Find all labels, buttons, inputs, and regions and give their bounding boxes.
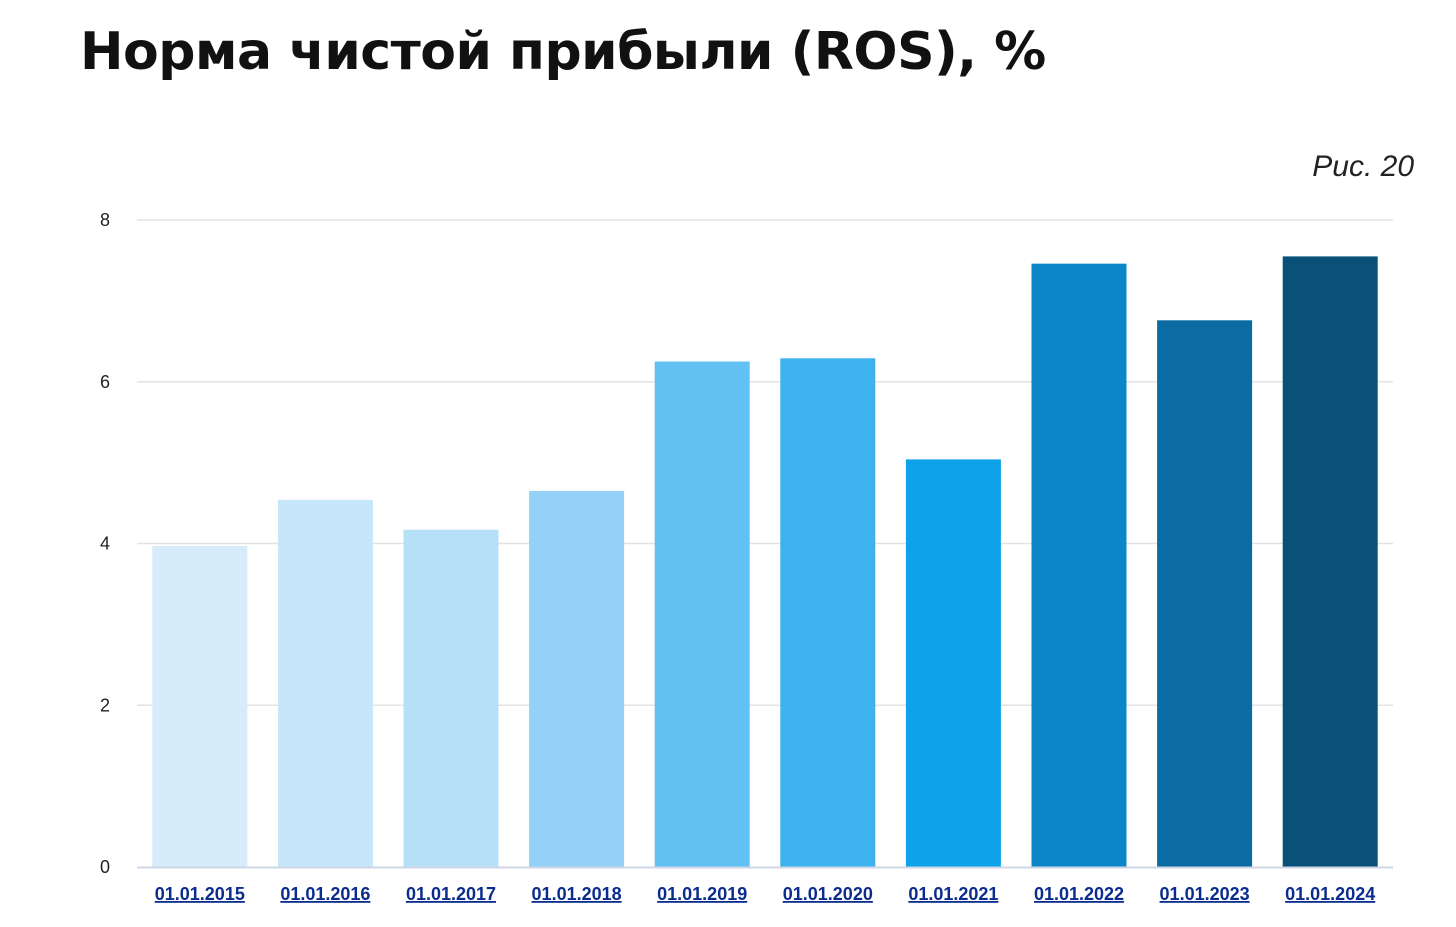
bar-01.01.2015 <box>152 545 248 867</box>
x-category-label[interactable]: 01.01.2015 <box>155 884 245 904</box>
x-category-label[interactable]: 01.01.2020 <box>783 884 873 904</box>
x-category-label[interactable]: 01.01.2021 <box>908 884 998 904</box>
x-category-label[interactable]: 01.01.2022 <box>1034 884 1124 904</box>
y-tick-label: 4 <box>100 534 110 554</box>
bar-01.01.2017 <box>403 529 499 867</box>
bar-01.01.2018 <box>529 490 625 867</box>
y-axis-ticks: 0 2 4 6 8 <box>100 210 110 877</box>
x-category-label[interactable]: 01.01.2024 <box>1285 884 1375 904</box>
chart-title: Норма чистой прибыли (ROS), % <box>80 22 1046 82</box>
y-tick-label: 8 <box>100 210 110 230</box>
bar-01.01.2021 <box>905 459 1001 867</box>
bar-01.01.2022 <box>1031 263 1127 867</box>
x-category-label[interactable]: 01.01.2019 <box>657 884 747 904</box>
bar-01.01.2019 <box>654 361 750 867</box>
x-category-label[interactable]: 01.01.2016 <box>280 884 370 904</box>
y-tick-label: 0 <box>100 857 110 877</box>
y-tick-label: 6 <box>100 372 110 392</box>
bar-01.01.2024 <box>1282 256 1378 867</box>
x-category-label[interactable]: 01.01.2023 <box>1160 884 1250 904</box>
y-tick-label: 2 <box>100 695 110 715</box>
bar-01.01.2016 <box>277 499 373 867</box>
bars <box>152 256 1378 867</box>
x-category-label[interactable]: 01.01.2017 <box>406 884 496 904</box>
x-axis-labels: 01.01.2015 01.01.2016 01.01.2017 01.01.2018… <box>155 884 1375 904</box>
figure-label: Рис. 20 <box>1312 150 1414 183</box>
x-category-label[interactable]: 01.01.2018 <box>532 884 622 904</box>
bar-01.01.2020 <box>780 358 876 867</box>
bar-01.01.2023 <box>1157 320 1253 867</box>
